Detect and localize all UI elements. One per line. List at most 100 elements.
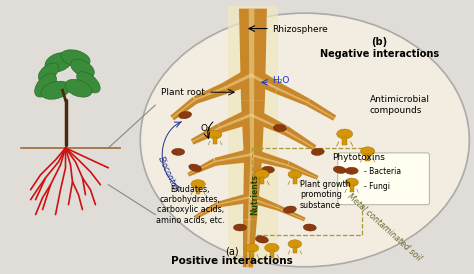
Ellipse shape xyxy=(345,178,358,187)
Text: H₂O: H₂O xyxy=(272,76,289,85)
Bar xyxy=(260,177,264,184)
Polygon shape xyxy=(241,100,265,160)
Ellipse shape xyxy=(245,244,259,252)
Text: Antimicrobial
compounds: Antimicrobial compounds xyxy=(370,95,429,115)
Polygon shape xyxy=(194,83,227,104)
Text: Negative interactions: Negative interactions xyxy=(320,49,439,59)
Text: (a): (a) xyxy=(225,246,239,256)
Polygon shape xyxy=(218,108,256,133)
Bar xyxy=(228,6,278,264)
Bar xyxy=(349,185,354,192)
Ellipse shape xyxy=(189,164,201,172)
Ellipse shape xyxy=(303,224,316,231)
Ellipse shape xyxy=(208,130,222,139)
Polygon shape xyxy=(222,67,257,94)
Text: (b): (b) xyxy=(372,38,388,47)
Ellipse shape xyxy=(45,53,72,72)
Polygon shape xyxy=(194,202,219,219)
Polygon shape xyxy=(253,154,288,166)
Polygon shape xyxy=(250,109,287,135)
Ellipse shape xyxy=(337,129,353,139)
Ellipse shape xyxy=(140,13,469,267)
Text: Nutrients: Nutrients xyxy=(250,174,259,215)
Bar xyxy=(213,137,217,144)
Polygon shape xyxy=(307,102,335,119)
Ellipse shape xyxy=(264,243,279,252)
Polygon shape xyxy=(248,160,254,219)
Bar xyxy=(293,247,297,253)
Polygon shape xyxy=(287,164,318,178)
Ellipse shape xyxy=(65,79,92,97)
Bar xyxy=(250,250,254,257)
Ellipse shape xyxy=(360,147,375,156)
Text: Metal contaminated soil: Metal contaminated soil xyxy=(346,192,423,263)
Ellipse shape xyxy=(38,63,59,82)
Ellipse shape xyxy=(311,149,324,155)
Polygon shape xyxy=(195,204,218,218)
Polygon shape xyxy=(215,153,253,162)
Polygon shape xyxy=(191,124,222,145)
Bar xyxy=(196,187,201,194)
Ellipse shape xyxy=(345,167,358,174)
Ellipse shape xyxy=(333,166,346,173)
Polygon shape xyxy=(284,130,315,149)
Polygon shape xyxy=(251,149,289,169)
Ellipse shape xyxy=(255,236,268,243)
Ellipse shape xyxy=(234,224,246,231)
Polygon shape xyxy=(243,219,257,267)
Ellipse shape xyxy=(273,124,286,132)
Ellipse shape xyxy=(61,50,90,67)
Bar xyxy=(252,148,362,235)
Polygon shape xyxy=(249,68,281,93)
Ellipse shape xyxy=(41,81,70,99)
Polygon shape xyxy=(243,159,262,220)
FancyBboxPatch shape xyxy=(337,153,429,205)
Polygon shape xyxy=(286,161,319,179)
Polygon shape xyxy=(277,205,306,221)
Ellipse shape xyxy=(35,73,56,97)
Polygon shape xyxy=(277,207,305,220)
Polygon shape xyxy=(214,148,254,166)
Ellipse shape xyxy=(288,170,301,179)
Polygon shape xyxy=(252,115,285,131)
Text: Rhizosphere: Rhizosphere xyxy=(272,25,328,34)
Ellipse shape xyxy=(255,170,269,179)
Ellipse shape xyxy=(172,149,185,155)
Polygon shape xyxy=(283,126,316,150)
Polygon shape xyxy=(249,197,278,209)
Polygon shape xyxy=(277,88,308,103)
Text: - Bacteria: - Bacteria xyxy=(364,167,401,176)
Polygon shape xyxy=(188,161,215,175)
Polygon shape xyxy=(218,193,251,207)
Polygon shape xyxy=(224,73,253,89)
Polygon shape xyxy=(248,193,279,210)
Ellipse shape xyxy=(262,166,274,173)
Polygon shape xyxy=(249,100,254,160)
Text: Plant root: Plant root xyxy=(161,88,205,97)
Ellipse shape xyxy=(191,180,205,189)
Bar xyxy=(342,137,347,145)
Polygon shape xyxy=(249,9,255,100)
Text: Biocontrol: Biocontrol xyxy=(156,155,181,194)
Text: Positive interactions: Positive interactions xyxy=(171,256,293,266)
Bar xyxy=(293,177,297,184)
Bar xyxy=(365,154,370,161)
Text: Exudates,
carbohydrates,
carboxylic acids,
amino acids, etc.: Exudates, carbohydrates, carboxylic acid… xyxy=(156,184,225,225)
Polygon shape xyxy=(191,127,220,142)
Polygon shape xyxy=(306,99,336,121)
Ellipse shape xyxy=(283,206,296,213)
Polygon shape xyxy=(172,99,195,118)
Bar xyxy=(270,250,274,258)
Ellipse shape xyxy=(71,59,94,78)
Ellipse shape xyxy=(179,112,191,119)
Polygon shape xyxy=(275,83,310,106)
Polygon shape xyxy=(252,75,278,90)
Polygon shape xyxy=(246,219,251,267)
Text: Phytotoxins: Phytotoxins xyxy=(332,153,384,162)
Polygon shape xyxy=(219,113,253,129)
Ellipse shape xyxy=(288,240,301,248)
Text: O₂: O₂ xyxy=(201,124,211,133)
Text: - Fungi: - Fungi xyxy=(364,182,390,191)
Polygon shape xyxy=(218,196,250,205)
Ellipse shape xyxy=(77,72,100,93)
